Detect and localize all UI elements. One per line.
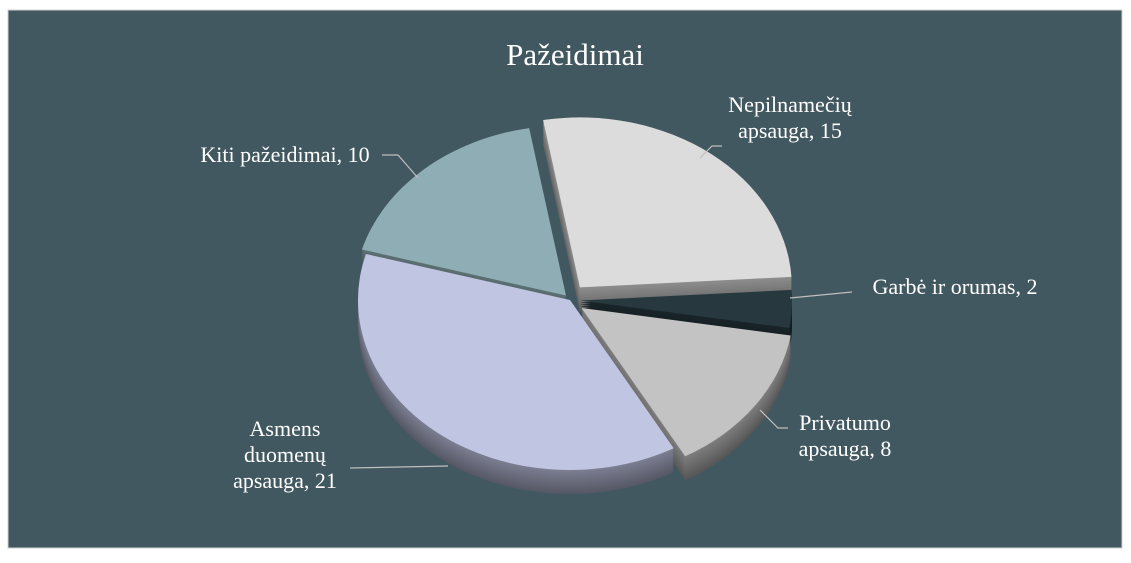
- data-label: Privatumo apsauga, 8: [798, 410, 892, 461]
- data-label: Asmens duomenų apsauga, 21: [233, 416, 337, 493]
- data-label: Garbė ir orumas, 2: [872, 274, 1038, 299]
- data-label: Nepilnamečių apsauga, 15: [728, 92, 852, 143]
- leader-lines: [349, 145, 853, 469]
- chart-title: Pažeidimai: [506, 37, 644, 72]
- pie-slice: [357, 253, 674, 471]
- pie-slice: [543, 117, 792, 288]
- leader-line: [699, 145, 722, 159]
- pie-slice: [361, 128, 566, 296]
- pie: [357, 117, 792, 494]
- pie-slice: [579, 289, 792, 328]
- leader-line: [349, 465, 449, 469]
- data-label: Kiti pažeidimai, 10: [200, 142, 370, 167]
- leader-line: [382, 154, 419, 179]
- pie-slice: [581, 308, 791, 457]
- leader-line: [759, 409, 788, 429]
- leader-line: [789, 291, 853, 299]
